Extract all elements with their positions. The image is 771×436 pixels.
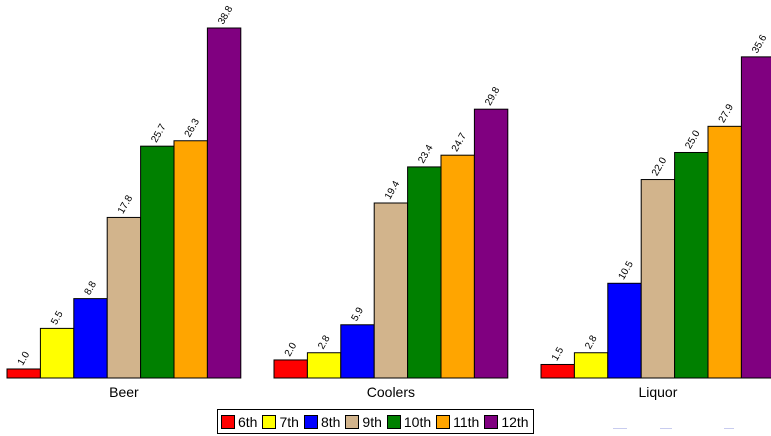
legend-label-7th: 7th <box>279 413 299 430</box>
data-label: 8.8 <box>83 279 100 297</box>
bar-liquor-11th <box>707 125 742 379</box>
legend-label-6th: 6th <box>238 413 258 430</box>
bar-liquor-10th <box>674 151 709 379</box>
legend-label-8th: 8th <box>320 413 341 430</box>
bar-liquor-6th <box>540 363 575 379</box>
legend-swatch-7th <box>262 414 277 429</box>
legend-item-6th: 6th <box>221 413 258 430</box>
bar-coolers-10th <box>407 166 442 379</box>
legend-swatch-9th <box>345 414 360 429</box>
bar-coolers-8th <box>340 324 375 379</box>
legend-label-9th: 9th <box>362 413 382 430</box>
legend-label-12th: 12th <box>501 413 529 430</box>
legend-swatch-10th <box>386 414 401 429</box>
legend-item-8th: 8th <box>303 413 341 430</box>
category-label-liquor: Liquor <box>638 384 677 400</box>
data-label: 5.9 <box>350 305 367 323</box>
bar-beer-11th <box>173 140 208 379</box>
bar-liquor-7th <box>573 352 609 379</box>
category-label-coolers: Coolers <box>367 384 415 400</box>
bar-beer-12th <box>206 27 242 379</box>
bar-liquor-9th <box>640 179 676 379</box>
bar-liquor-8th <box>607 282 642 379</box>
legend-item-9th: 9th <box>345 413 382 430</box>
data-label: 1.0 <box>16 350 33 368</box>
legend-swatch-6th <box>221 414 235 429</box>
data-label: 25.0 <box>683 128 702 151</box>
legend-swatch-11th <box>436 414 451 429</box>
legend-item-10th: 10th <box>386 413 432 430</box>
legend-label-11th: 11th <box>453 413 480 430</box>
data-label: 2.8 <box>316 333 333 351</box>
bar-liquor-12th <box>740 56 771 379</box>
bar-coolers-11th <box>440 154 475 379</box>
data-label: 2.0 <box>283 341 300 359</box>
legend-item-12th: 12th <box>484 413 529 430</box>
data-label: 19.4 <box>383 179 402 202</box>
bar-beer-10th <box>140 145 175 379</box>
legend-swatch-8th <box>303 414 318 429</box>
data-label: 2.8 <box>583 333 600 351</box>
bar-coolers-12th <box>473 108 509 379</box>
data-label: 38.8 <box>216 4 235 27</box>
data-label: 35.6 <box>750 33 769 56</box>
data-label: 17.8 <box>116 193 135 216</box>
bar-coolers-7th <box>306 352 342 379</box>
legend-item-11th: 11th <box>436 413 480 430</box>
bar-coolers-9th <box>373 202 409 379</box>
bar-beer-8th <box>73 298 108 379</box>
data-label: 23.4 <box>416 143 435 166</box>
faint-mark <box>724 428 734 429</box>
data-label: 22.0 <box>650 155 669 178</box>
bar-beer-7th <box>39 327 75 379</box>
bar-beer-6th <box>6 368 41 379</box>
legend-label-10th: 10th <box>403 413 432 430</box>
data-label: 27.9 <box>717 102 736 125</box>
faint-mark <box>613 428 627 429</box>
data-label: 26.3 <box>183 117 202 140</box>
legend: 6th 7th 8th 9th 10th 11th 12th <box>217 409 534 434</box>
bar-beer-9th <box>106 216 142 379</box>
data-label: 1.5 <box>550 345 567 363</box>
legend-item-7th: 7th <box>262 413 299 430</box>
faint-mark <box>660 428 672 429</box>
data-label: 25.7 <box>149 122 168 145</box>
data-label: 5.5 <box>49 309 66 327</box>
bar-coolers-6th <box>273 359 308 379</box>
data-label: 29.8 <box>483 85 502 108</box>
data-label: 10.5 <box>617 259 636 282</box>
data-label: 24.7 <box>450 131 469 154</box>
category-label-beer: Beer <box>109 384 139 400</box>
legend-swatch-12th <box>484 414 499 429</box>
